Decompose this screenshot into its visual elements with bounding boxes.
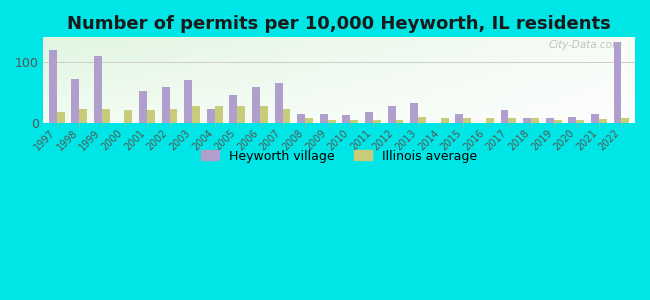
Bar (237, 106, 245, 123)
Text: City-Data.com: City-Data.com (549, 40, 623, 50)
Bar (297, 114, 305, 123)
Bar (410, 103, 418, 123)
Bar (621, 118, 629, 123)
Bar (531, 118, 539, 123)
Title: Number of permits per 10,000 Heyworth, IL residents: Number of permits per 10,000 Heyworth, I… (67, 15, 611, 33)
Bar (305, 118, 313, 123)
Bar (591, 114, 599, 123)
Bar (577, 120, 584, 123)
Bar (139, 91, 147, 123)
Bar (418, 117, 426, 123)
Bar (102, 109, 110, 123)
Bar (162, 87, 170, 123)
Bar (260, 106, 268, 123)
Bar (508, 118, 516, 123)
Bar (546, 118, 554, 123)
Bar (124, 110, 133, 123)
Bar (441, 118, 448, 123)
Bar (72, 79, 79, 123)
Bar (554, 120, 562, 123)
Bar (328, 120, 335, 123)
Bar (49, 50, 57, 123)
Bar (373, 120, 381, 123)
Bar (365, 112, 373, 123)
Bar (463, 118, 471, 123)
Bar (275, 83, 283, 123)
Bar (614, 42, 621, 123)
Bar (523, 118, 531, 123)
Bar (283, 109, 291, 123)
Bar (486, 118, 494, 123)
Bar (207, 109, 215, 123)
Bar (94, 56, 102, 123)
Bar (456, 113, 463, 123)
Bar (343, 115, 350, 123)
Bar (229, 95, 237, 123)
Bar (599, 119, 606, 123)
Bar (500, 110, 508, 123)
Bar (79, 109, 87, 123)
Bar (252, 87, 260, 123)
Bar (192, 106, 200, 123)
Bar (568, 117, 577, 123)
Legend: Heyworth village, Illinois average: Heyworth village, Illinois average (196, 145, 482, 168)
Bar (395, 120, 404, 123)
Bar (320, 114, 328, 123)
Bar (57, 112, 64, 123)
Bar (184, 80, 192, 123)
Bar (350, 120, 358, 123)
Bar (147, 110, 155, 123)
Bar (214, 106, 223, 123)
Bar (387, 106, 395, 123)
Bar (170, 109, 177, 123)
